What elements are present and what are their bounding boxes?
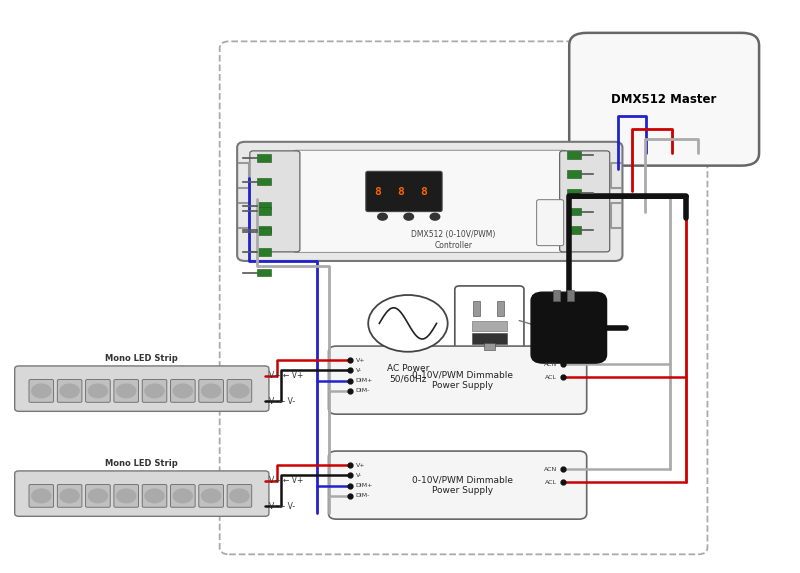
FancyBboxPatch shape <box>86 379 110 402</box>
Circle shape <box>60 489 79 503</box>
Circle shape <box>368 295 448 352</box>
Text: 0-10V/PWM Dimmable
Power Supply: 0-10V/PWM Dimmable Power Supply <box>412 476 513 495</box>
Bar <box>257 202 271 209</box>
Text: 8: 8 <box>374 187 381 197</box>
Text: Mono LED Strip: Mono LED Strip <box>106 459 178 468</box>
Circle shape <box>88 489 107 503</box>
Text: V+: V+ <box>355 463 365 468</box>
Bar <box>567 291 574 301</box>
Bar <box>567 189 581 197</box>
Bar <box>472 333 507 344</box>
Bar <box>567 226 581 234</box>
Bar <box>257 228 271 235</box>
FancyBboxPatch shape <box>250 151 300 252</box>
Bar <box>567 170 581 178</box>
Text: V-: V- <box>355 368 362 373</box>
Circle shape <box>202 384 221 398</box>
Bar <box>257 154 271 162</box>
Text: ACL: ACL <box>546 375 558 380</box>
FancyBboxPatch shape <box>86 485 110 507</box>
Bar <box>257 248 271 256</box>
Circle shape <box>117 489 136 503</box>
FancyBboxPatch shape <box>29 485 54 507</box>
FancyBboxPatch shape <box>293 150 567 253</box>
FancyBboxPatch shape <box>58 379 82 402</box>
FancyBboxPatch shape <box>570 33 759 166</box>
FancyBboxPatch shape <box>142 379 167 402</box>
FancyBboxPatch shape <box>114 379 138 402</box>
FancyBboxPatch shape <box>14 366 269 411</box>
Circle shape <box>117 384 136 398</box>
Circle shape <box>230 384 249 398</box>
Circle shape <box>202 489 221 503</box>
Circle shape <box>430 213 440 220</box>
Text: DIM+: DIM+ <box>355 483 373 488</box>
Circle shape <box>174 384 192 398</box>
FancyBboxPatch shape <box>227 379 252 402</box>
Circle shape <box>378 213 387 220</box>
Text: V-: V- <box>355 473 362 478</box>
FancyBboxPatch shape <box>237 142 622 261</box>
Text: AC Power
50/60Hz: AC Power 50/60Hz <box>386 364 429 384</box>
Circle shape <box>88 384 107 398</box>
Text: 0-10V/PWM Dimmable
Power Supply: 0-10V/PWM Dimmable Power Supply <box>412 370 513 390</box>
FancyBboxPatch shape <box>455 286 524 355</box>
FancyBboxPatch shape <box>199 379 223 402</box>
Bar <box>498 301 504 316</box>
Circle shape <box>230 489 249 503</box>
FancyBboxPatch shape <box>58 485 82 507</box>
FancyBboxPatch shape <box>14 471 269 516</box>
Circle shape <box>174 489 192 503</box>
Text: 8: 8 <box>421 187 427 197</box>
Bar <box>257 269 271 276</box>
FancyBboxPatch shape <box>170 379 195 402</box>
FancyBboxPatch shape <box>170 485 195 507</box>
Bar <box>567 207 581 215</box>
Text: V- ← V-: V- ← V- <box>269 397 295 406</box>
FancyBboxPatch shape <box>329 451 586 519</box>
FancyBboxPatch shape <box>142 485 167 507</box>
Bar <box>257 178 271 186</box>
Circle shape <box>404 213 414 220</box>
Text: DMX512 (0-10V/PWM)
Controller: DMX512 (0-10V/PWM) Controller <box>411 230 496 250</box>
Text: DIM-: DIM- <box>355 493 370 499</box>
Text: V- ← V-: V- ← V- <box>269 502 295 511</box>
FancyBboxPatch shape <box>560 151 610 252</box>
Bar <box>257 207 271 215</box>
Text: 8: 8 <box>398 187 404 197</box>
Circle shape <box>145 489 164 503</box>
FancyBboxPatch shape <box>531 292 606 363</box>
Circle shape <box>32 384 51 398</box>
Text: DIM-: DIM- <box>355 388 370 394</box>
Text: V+ ← V+: V+ ← V+ <box>269 476 303 485</box>
Bar <box>472 321 507 331</box>
Text: Mono LED Strip: Mono LED Strip <box>106 354 178 363</box>
FancyBboxPatch shape <box>537 199 564 246</box>
Text: ACN: ACN <box>544 362 558 367</box>
Text: V+: V+ <box>355 358 365 363</box>
Text: ACL: ACL <box>546 480 558 485</box>
Text: DIM+: DIM+ <box>355 378 373 383</box>
Bar <box>567 151 581 159</box>
Text: V+ ← V+: V+ ← V+ <box>269 371 303 380</box>
Bar <box>257 226 271 233</box>
Bar <box>474 301 480 316</box>
FancyBboxPatch shape <box>366 171 442 211</box>
Circle shape <box>145 384 164 398</box>
Circle shape <box>60 384 79 398</box>
FancyBboxPatch shape <box>29 379 54 402</box>
FancyBboxPatch shape <box>114 485 138 507</box>
FancyBboxPatch shape <box>329 346 586 414</box>
Text: DMX512 Master: DMX512 Master <box>611 93 717 106</box>
FancyBboxPatch shape <box>227 485 252 507</box>
Bar <box>484 343 495 350</box>
Bar <box>553 291 560 301</box>
Text: ACN: ACN <box>544 467 558 472</box>
Circle shape <box>32 489 51 503</box>
FancyBboxPatch shape <box>199 485 223 507</box>
